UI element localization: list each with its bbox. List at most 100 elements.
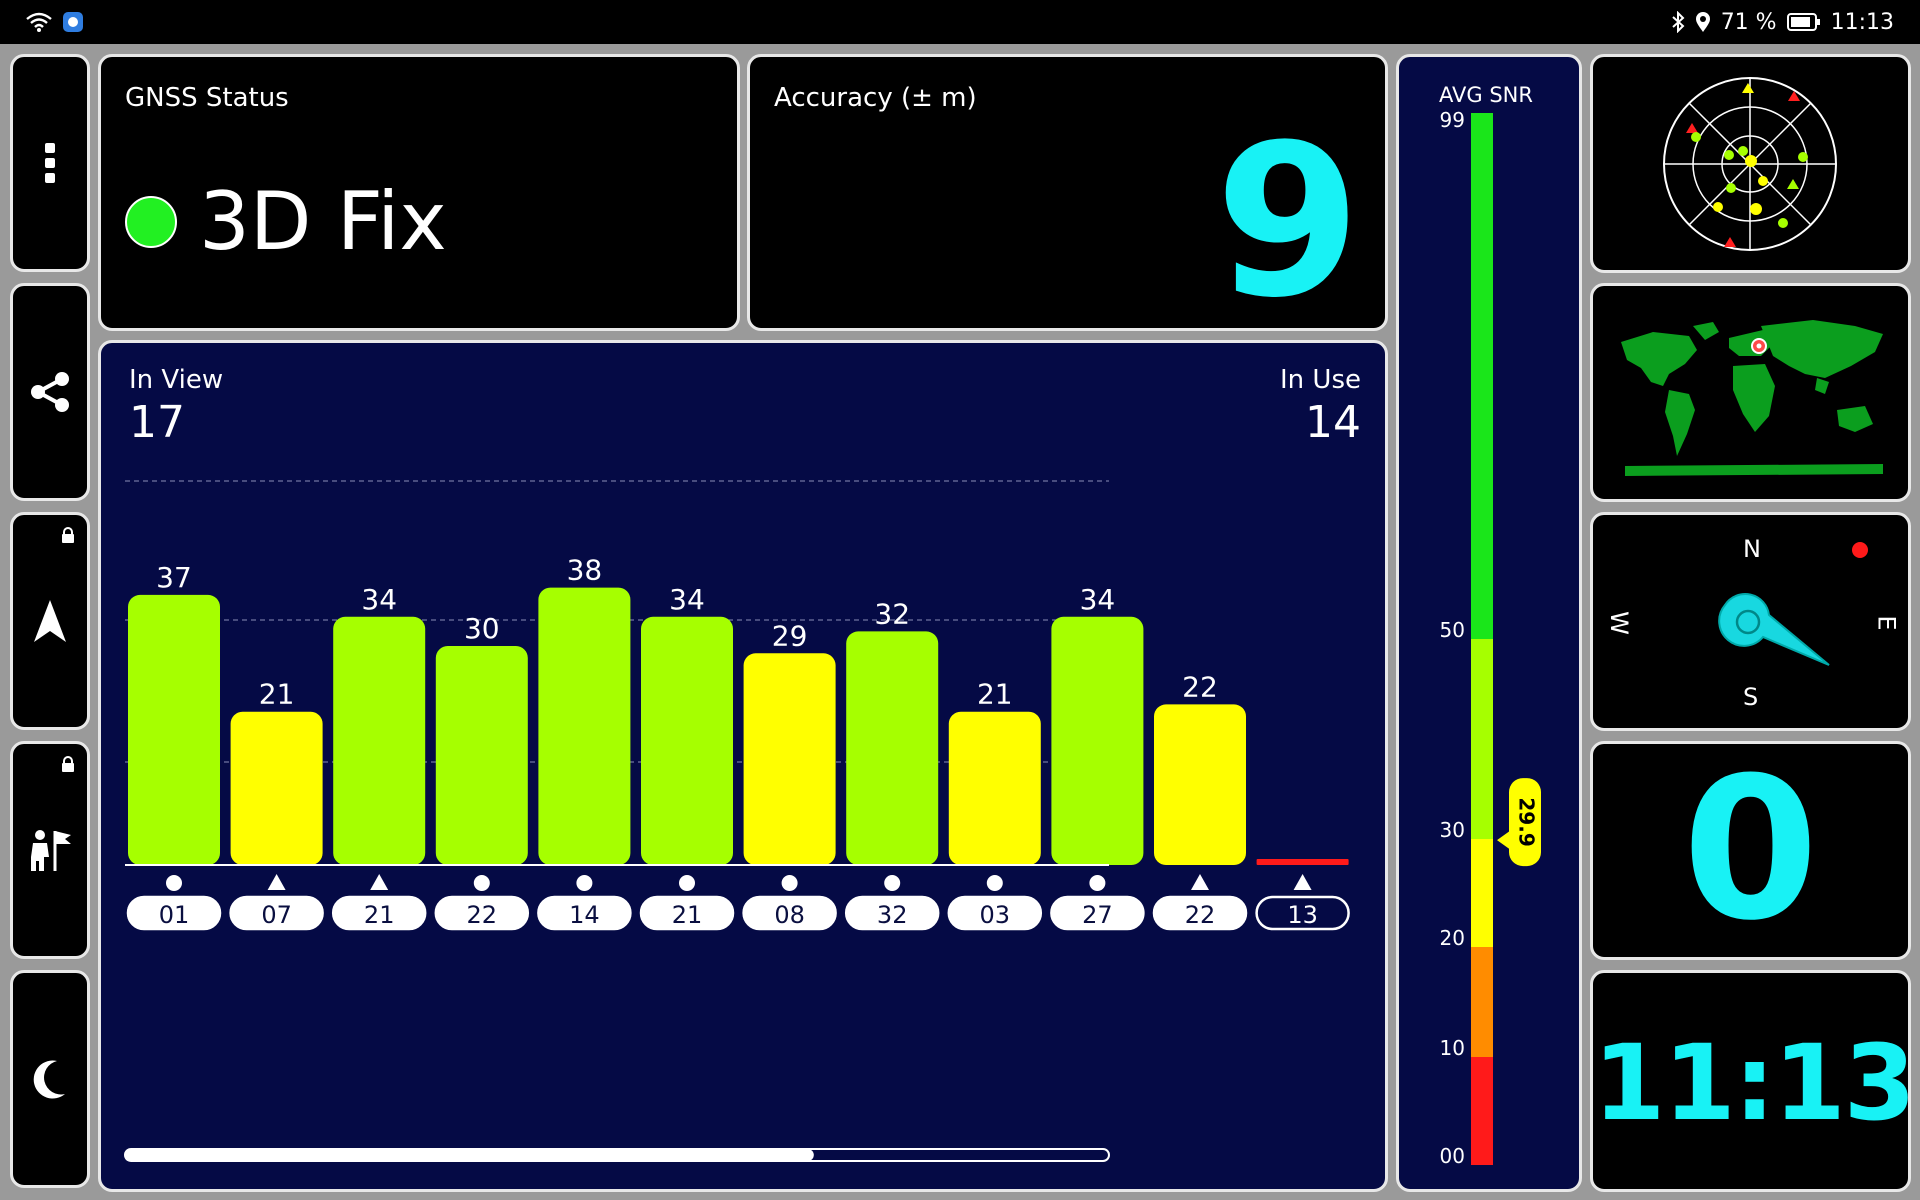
constellation-marker [884, 875, 901, 891]
satellite-id-pill[interactable] [1152, 895, 1248, 931]
compass-south: S [1743, 683, 1759, 711]
snr-tick-label: 10 [1440, 1036, 1465, 1060]
satellite-id-label: 22 [467, 901, 498, 929]
snr-gauge-segment [1471, 639, 1493, 839]
satellite-id-pill[interactable] [844, 895, 940, 931]
satellite-id-label: 21 [672, 901, 703, 929]
snr-tick-label: 50 [1440, 618, 1465, 642]
bar-value-label: 34 [669, 583, 705, 616]
moon-icon [33, 1060, 65, 1099]
satellite-id-pill[interactable] [947, 895, 1043, 931]
satellite-id-label: 01 [159, 901, 190, 929]
accuracy-value: 9 [1214, 99, 1361, 331]
battery-percent: 71 % [1720, 9, 1777, 35]
avg-snr-label: AVG SNR [1439, 83, 1533, 107]
bar-value-label: 32 [874, 597, 910, 630]
speed-panel[interactable]: 0 [1590, 741, 1911, 960]
signal-bar[interactable] [538, 587, 631, 865]
bar-value-label: 30 [464, 612, 500, 645]
satellite-id-label: 21 [364, 901, 395, 929]
satellite-id-pill[interactable] [639, 895, 735, 931]
satellite-id-label: 03 [980, 901, 1011, 929]
signal-bar[interactable] [435, 646, 528, 865]
bar-value-label: 37 [156, 561, 192, 594]
snr-tick-label: 99 [1440, 108, 1465, 132]
lock-icon [62, 527, 74, 543]
night-mode-button[interactable] [10, 970, 90, 1188]
signal-bar[interactable] [1256, 859, 1349, 865]
menu-button[interactable] [10, 54, 90, 272]
gnss-status-label: GNSS Status [125, 83, 289, 113]
bar-value-label: 22 [1182, 670, 1218, 703]
satellite-id-pill[interactable] [1255, 895, 1350, 931]
signal-bar[interactable] [846, 631, 939, 865]
signal-bar[interactable] [1154, 704, 1246, 865]
chart-scrollbar-thumb[interactable] [125, 1149, 814, 1161]
waypoint-button[interactable] [10, 741, 90, 959]
constellation-marker [370, 874, 389, 890]
in-view-count: 17 [129, 397, 185, 448]
satellite-id-pill[interactable] [742, 895, 837, 931]
share-button[interactable] [10, 283, 90, 501]
constellation-marker [679, 875, 695, 891]
constellation-marker [781, 875, 798, 891]
snr-value-badge [1509, 778, 1541, 867]
satellite-id-label: 22 [1185, 901, 1216, 929]
avg-snr-panel: AVG SNR 99 50 30 20 10 00 29.9 [1396, 54, 1582, 1192]
compass-north: N [1743, 535, 1761, 563]
world-map [1621, 320, 1883, 476]
in-use-label: In Use [1280, 365, 1361, 395]
satellite-id-pill[interactable] [331, 895, 427, 931]
satellite-id-label: 07 [261, 901, 292, 929]
signal-bar[interactable] [333, 616, 426, 865]
status-time: 11:13 [1830, 9, 1894, 35]
clock-panel[interactable]: 11:13 [1590, 970, 1911, 1192]
signal-bar[interactable] [128, 594, 220, 865]
compass-panel[interactable]: N S W E [1590, 512, 1911, 731]
bar-value-label: 21 [259, 678, 295, 711]
constellation-marker [166, 875, 182, 891]
satellite-id-pill[interactable] [229, 895, 324, 931]
satellite-id-label: 14 [569, 901, 600, 929]
signal-bar[interactable] [743, 653, 836, 865]
satellite-id-pill[interactable] [126, 895, 222, 931]
bar-value-label: 21 [977, 678, 1013, 711]
gnss-status-panel: GNSS Status 3D Fix [98, 54, 740, 331]
satellite-id-pill[interactable] [1050, 895, 1145, 931]
snr-tick-label: 00 [1440, 1144, 1465, 1168]
constellation-marker [986, 875, 1003, 891]
navigation-button[interactable] [10, 512, 90, 730]
bar-value-label: 34 [361, 583, 397, 616]
signal-bar[interactable] [1051, 616, 1144, 865]
battery-icon [1786, 13, 1820, 31]
fix-status-text: 3D Fix [199, 175, 447, 268]
constellation-marker [1089, 875, 1106, 891]
signal-bar[interactable] [948, 711, 1041, 865]
constellation-marker [1293, 874, 1312, 890]
fix-indicator-dot [125, 195, 177, 248]
status-bar: 71 % 11:13 [0, 0, 1920, 44]
world-map-panel[interactable] [1590, 283, 1911, 502]
location-icon [1695, 12, 1710, 32]
snr-gauge-segment [1471, 947, 1493, 1057]
bar-value-label: 34 [1080, 583, 1116, 616]
accuracy-panel: Accuracy (± m) 9 [747, 54, 1388, 331]
signal-bar[interactable] [230, 711, 323, 865]
signal-bar[interactable] [641, 616, 733, 865]
app-icon [63, 12, 83, 32]
sky-plot-panel[interactable] [1590, 54, 1911, 273]
bar-value-label: 38 [567, 554, 603, 587]
satellite-id-label: 13 [1287, 901, 1318, 929]
snr-value-pointer [1497, 830, 1511, 851]
satellite-id-pill[interactable] [537, 895, 632, 931]
clock-value: 11:13 [1593, 1022, 1911, 1144]
in-use-count: 14 [1305, 397, 1361, 448]
snr-gauge: 99 50 30 20 10 00 29.9 [1440, 108, 1541, 1168]
snr-gauge-segment [1471, 1057, 1493, 1165]
constellation-marker [1191, 874, 1209, 890]
satellite-id-pill[interactable] [434, 895, 530, 931]
satellite-id-label: 08 [774, 901, 805, 929]
snr-gauge-segment [1471, 839, 1493, 947]
satellite-id-label: 27 [1082, 901, 1113, 929]
constellation-marker [576, 875, 593, 891]
